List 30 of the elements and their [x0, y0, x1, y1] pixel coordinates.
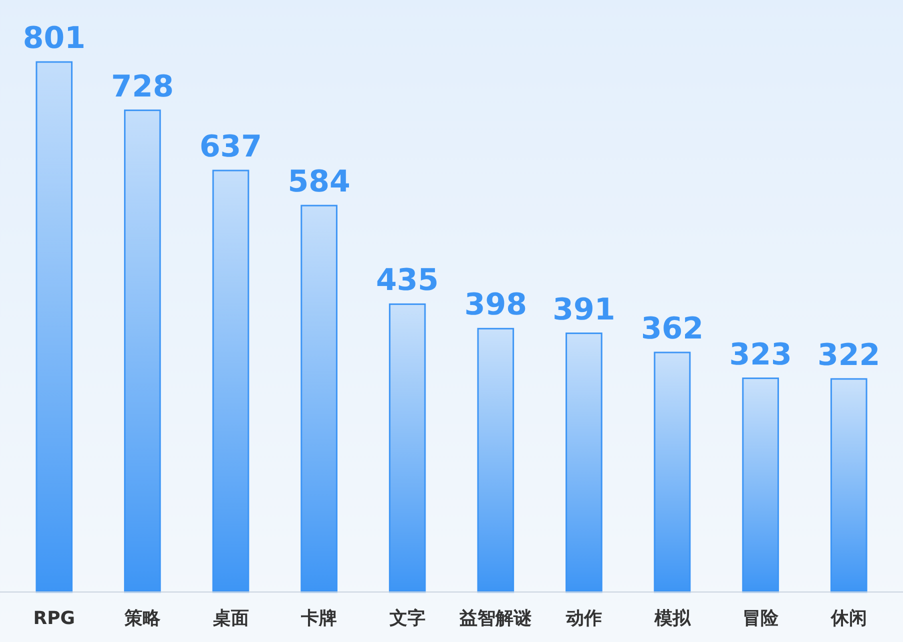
- x-tick-label: 卡牌: [300, 608, 338, 629]
- data-label: 637: [199, 130, 262, 165]
- bar: [654, 352, 691, 593]
- bar: [300, 204, 338, 593]
- x-tick-label: 桌面: [212, 608, 249, 629]
- x-tick-label: 休闲: [830, 608, 867, 629]
- x-tick-label: 策略: [123, 608, 162, 629]
- data-label: 362: [640, 311, 704, 346]
- data-label: 584: [288, 164, 350, 200]
- data-label: 391: [552, 292, 616, 328]
- x-tick-label: 文字: [388, 608, 426, 629]
- data-label: 728: [111, 69, 174, 104]
- data-label: 801: [22, 21, 86, 56]
- bar: [388, 303, 426, 593]
- bar: [477, 328, 514, 593]
- bar: [830, 378, 868, 593]
- bar: [566, 332, 602, 593]
- x-tick-label: 冒险: [742, 608, 780, 629]
- x-tick-label: RPG: [33, 608, 76, 629]
- bar: [212, 170, 250, 593]
- x-tick-label: 益智解谜: [458, 608, 532, 629]
- bar: [36, 61, 73, 593]
- bar: [124, 110, 161, 593]
- data-label: 322: [818, 338, 880, 373]
- data-label: 398: [464, 288, 527, 323]
- data-label: 323: [729, 337, 792, 372]
- x-tick-label: 模拟: [653, 608, 692, 629]
- data-label: 435: [376, 263, 439, 298]
- bar: [742, 378, 779, 593]
- x-tick-label: 动作: [564, 608, 602, 629]
